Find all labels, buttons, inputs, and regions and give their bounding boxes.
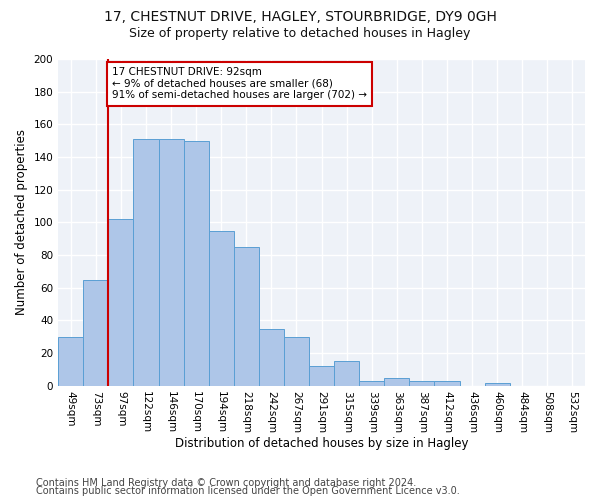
X-axis label: Distribution of detached houses by size in Hagley: Distribution of detached houses by size … [175, 437, 469, 450]
Bar [83, 280, 109, 386]
Bar [385, 378, 409, 386]
Bar [259, 328, 284, 386]
Text: Contains public sector information licensed under the Open Government Licence v3: Contains public sector information licen… [36, 486, 460, 496]
Bar [109, 219, 133, 386]
Bar [309, 366, 334, 386]
Y-axis label: Number of detached properties: Number of detached properties [15, 130, 28, 316]
Bar [234, 247, 259, 386]
Bar [409, 381, 434, 386]
Bar [209, 230, 234, 386]
Bar [58, 337, 83, 386]
Bar [184, 140, 209, 386]
Bar [485, 382, 510, 386]
Text: 17, CHESTNUT DRIVE, HAGLEY, STOURBRIDGE, DY9 0GH: 17, CHESTNUT DRIVE, HAGLEY, STOURBRIDGE,… [104, 10, 496, 24]
Bar [359, 381, 385, 386]
Bar [133, 139, 158, 386]
Bar [284, 337, 309, 386]
Bar [434, 381, 460, 386]
Bar [334, 362, 359, 386]
Text: Size of property relative to detached houses in Hagley: Size of property relative to detached ho… [130, 28, 470, 40]
Text: Contains HM Land Registry data © Crown copyright and database right 2024.: Contains HM Land Registry data © Crown c… [36, 478, 416, 488]
Text: 17 CHESTNUT DRIVE: 92sqm
← 9% of detached houses are smaller (68)
91% of semi-de: 17 CHESTNUT DRIVE: 92sqm ← 9% of detache… [112, 67, 367, 100]
Bar [158, 139, 184, 386]
